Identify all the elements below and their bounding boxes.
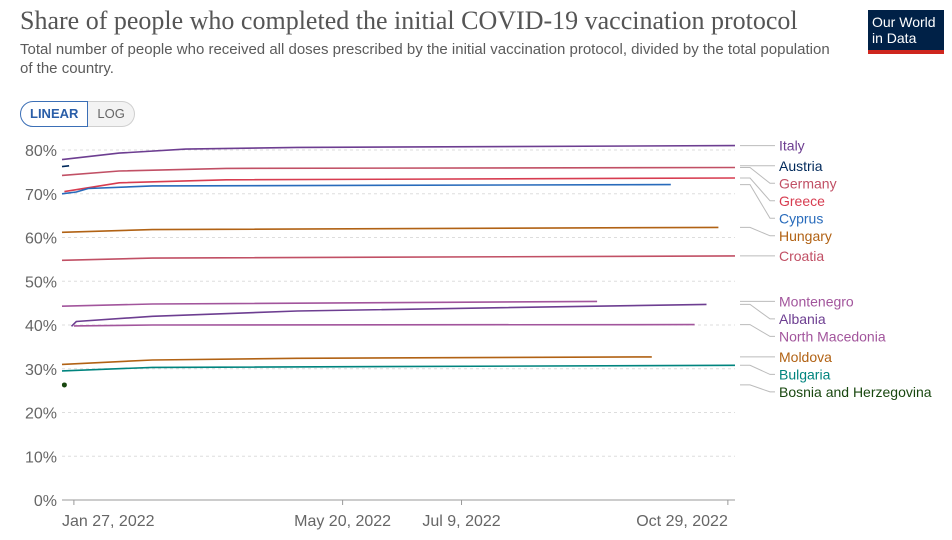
logo-line-1: Our World: [872, 14, 936, 30]
series-point-bosnia-and-herzegovina: [61, 382, 67, 388]
legend-connector-cyprus: [740, 184, 775, 219]
legend-connector-greece: [740, 177, 775, 202]
legend-label-moldova: Moldova: [779, 349, 832, 365]
series-line-germany: [61, 166, 736, 177]
y-tick-label: 50%: [25, 274, 57, 291]
legend-label-montenegro: Montenegro: [779, 293, 854, 309]
series-line-north-macedonia: [73, 323, 695, 327]
y-tick-label: 10%: [25, 449, 57, 466]
legend-connector-albania: [740, 303, 775, 320]
owid-logo[interactable]: Our World in Data: [868, 10, 944, 54]
legend-connector-bulgaria: [740, 364, 775, 375]
legend-label-croatia: Croatia: [779, 248, 824, 264]
series-line-cyprus: [61, 183, 671, 195]
legend-label-north-macedonia: North Macedonia: [779, 328, 886, 344]
legend-label-hungary: Hungary: [779, 228, 832, 244]
y-tick-label: 30%: [25, 362, 57, 379]
x-tick-label: May 20, 2022: [294, 513, 391, 530]
y-tick-label: 20%: [25, 406, 57, 423]
legend-connector-bosnia-and-herzegovina: [740, 384, 775, 393]
y-tick-label: 70%: [25, 187, 57, 204]
log-scale-button[interactable]: LOG: [88, 101, 135, 127]
series-line-greece: [64, 177, 736, 193]
series-line-italy: [61, 144, 736, 161]
y-tick-label: 60%: [25, 231, 57, 248]
y-tick-label: 0%: [34, 493, 57, 510]
x-tick-label: Oct 29, 2022: [636, 513, 728, 530]
legend-label-germany: Germany: [779, 175, 837, 191]
series-line-croatia: [61, 255, 736, 262]
legend-label-italy: Italy: [779, 138, 805, 154]
y-tick-label: 80%: [25, 143, 57, 160]
x-tick-label: Jan 27, 2022: [62, 513, 155, 530]
chart-title: Share of people who completed the initia…: [20, 6, 798, 35]
legend-label-bosnia-and-herzegovina: Bosnia and Herzegovina: [779, 384, 932, 400]
series-line-albania: [70, 303, 707, 327]
x-tick-label: Jul 9, 2022: [422, 513, 500, 530]
series-line-bulgaria: [61, 364, 736, 372]
series-line-montenegro: [61, 300, 598, 307]
legend-label-austria: Austria: [779, 158, 823, 174]
legend-label-greece: Greece: [779, 193, 825, 209]
legend-connector-north-macedonia: [740, 324, 775, 337]
linear-scale-button[interactable]: LINEAR: [20, 101, 89, 127]
legend-label-albania: Albania: [779, 311, 826, 327]
legend-connector-hungary: [740, 226, 775, 237]
legend-connector-germany: [740, 167, 775, 184]
series-line-moldova: [61, 356, 652, 366]
logo-line-2: in Data: [872, 30, 917, 46]
scale-toggle: LINEAR LOG: [20, 101, 135, 127]
series-line-hungary: [61, 226, 719, 234]
chart-subtitle: Total number of people who received all …: [20, 41, 830, 77]
y-tick-label: 40%: [25, 318, 57, 335]
series-line-austria: [61, 165, 70, 168]
legend-label-bulgaria: Bulgaria: [779, 366, 831, 382]
legend-label-cyprus: Cyprus: [779, 210, 823, 226]
